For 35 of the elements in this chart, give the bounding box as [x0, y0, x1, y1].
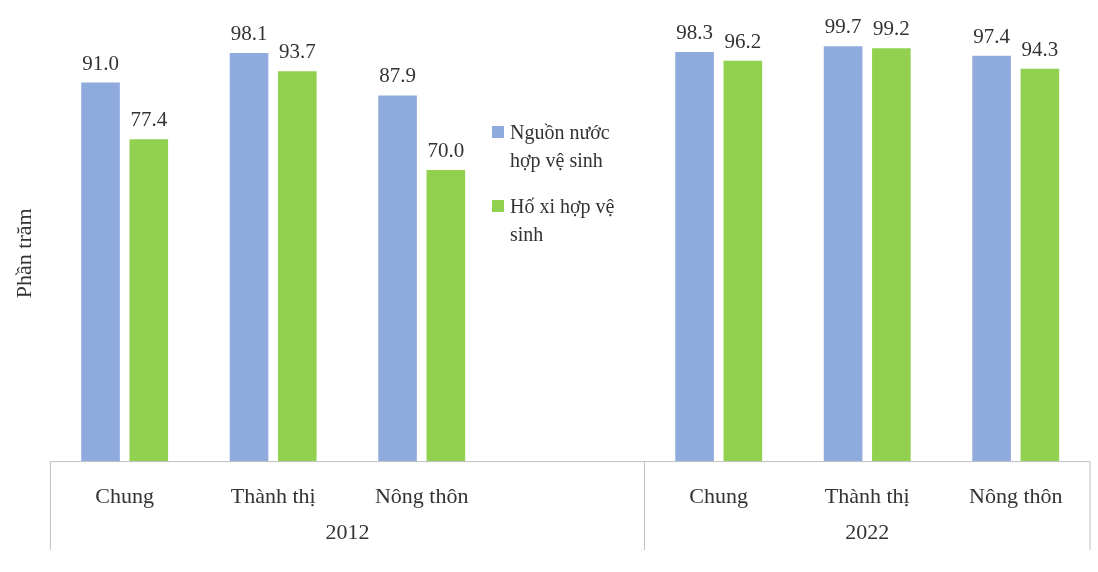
bar	[872, 48, 911, 462]
x-tick-label: Thành thị	[824, 482, 910, 508]
data-label: 77.4	[130, 107, 168, 132]
bar	[229, 52, 269, 462]
data-label: 87.9	[379, 63, 416, 88]
data-label: 98.1	[230, 20, 268, 45]
bar	[378, 95, 417, 462]
data-label: 98.3	[676, 20, 713, 45]
bar	[278, 71, 317, 462]
x-tick-label: Nông thôn	[968, 482, 1063, 508]
data-label: 97.4	[973, 23, 1011, 48]
data-label: 96.2	[724, 28, 762, 53]
data-label: 70.0	[427, 138, 465, 162]
data-label: 91.0	[82, 50, 119, 75]
data-label: 93.7	[278, 39, 316, 64]
bar	[675, 52, 714, 462]
data-label: 94.3	[1021, 36, 1059, 61]
bar	[426, 169, 466, 462]
bar	[972, 55, 1011, 462]
x-tick-label: Nông thôn	[374, 482, 469, 508]
x-tick-label: Chung	[689, 482, 749, 508]
bar	[129, 139, 169, 462]
bar	[823, 46, 863, 462]
bar	[723, 60, 763, 462]
y-axis-title: Phần trăm	[10, 208, 36, 299]
data-label: 99.7	[824, 14, 862, 39]
legend-label: Nguồn nước hợp vệ sinh	[510, 120, 611, 174]
bar	[81, 82, 120, 462]
legend-label: Hố xi hợp vệ sinh	[510, 194, 616, 247]
x-tick-label: Thành thị	[230, 482, 316, 508]
text: 2012	[325, 518, 370, 544]
x-tick-label: Chung	[95, 482, 154, 508]
data-label: 99.2	[872, 16, 910, 41]
bar	[1020, 68, 1060, 462]
text: 2022	[845, 518, 890, 544]
